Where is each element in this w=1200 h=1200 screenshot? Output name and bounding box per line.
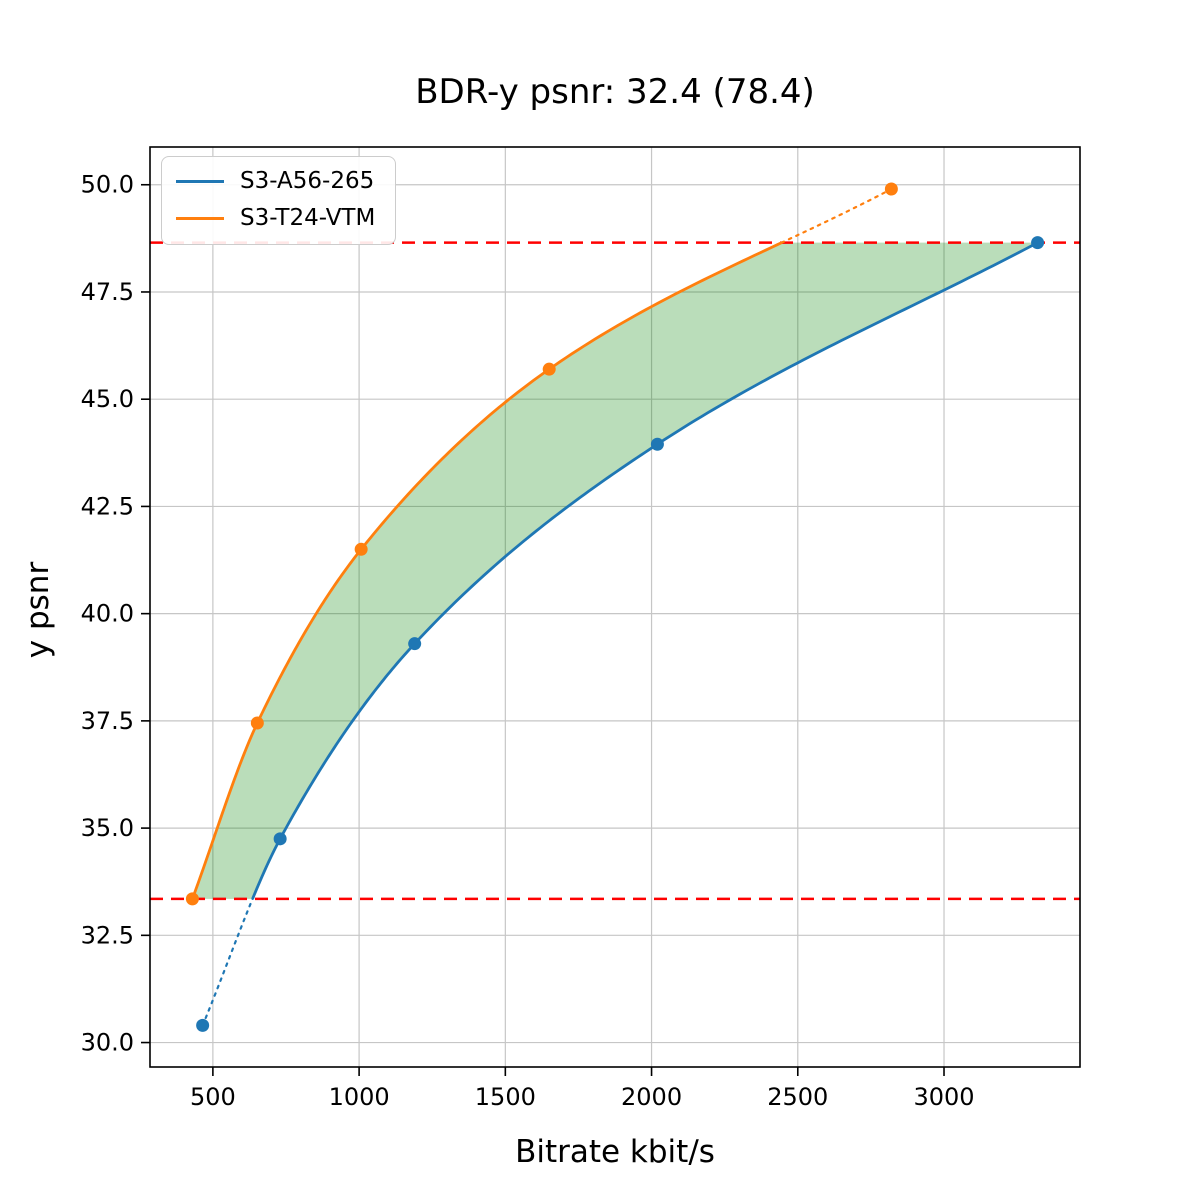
x-tick-label: 1500 <box>475 1083 536 1111</box>
legend-line-icon <box>176 180 224 184</box>
legend-label: S3-T24-VTM <box>240 205 376 232</box>
data-point-S3-T24-VTM <box>354 542 368 556</box>
data-point-S3-A56-265 <box>196 1018 210 1032</box>
y-tick-label: 40.0 <box>81 600 134 628</box>
curve-S3-A56-265 <box>251 241 1039 900</box>
y-tick-label: 35.0 <box>81 814 134 842</box>
x-axis-label: Bitrate kbit/s <box>515 1134 715 1170</box>
curve-dotted-S3-A56-265 <box>201 897 254 1027</box>
tick-marks <box>141 183 945 1076</box>
data-point-S3-T24-VTM <box>542 362 556 376</box>
legend-entry-s3-a56-265: S3-A56-265 <box>176 168 375 194</box>
legend-entry-s3-t24-vtm: S3-T24-VTM <box>176 205 376 232</box>
curve-S3-T24-VTM <box>191 241 783 900</box>
data-point-S3-A56-265 <box>1031 236 1045 250</box>
curve-dotted-S3-T24-VTM <box>780 187 893 244</box>
y-axis-label: y psnr <box>20 561 56 659</box>
y-tick-label: 50.0 <box>81 171 134 199</box>
axes-border <box>149 146 1081 1068</box>
tick-labels: 500 1000 1500 2000 2500 3000 30.0 32.5 35.0 37.5 4… <box>81 171 975 1111</box>
data-point-S3-T24-VTM <box>250 716 264 730</box>
legend-label: S3-A56-265 <box>240 168 375 194</box>
data-point-S3-T24-VTM <box>185 892 199 906</box>
legend: S3-A56-265 S3-T24-VTM <box>161 156 397 245</box>
data-point-S3-T24-VTM <box>884 182 898 196</box>
x-tick-label: 1000 <box>329 1083 390 1111</box>
y-tick-label: 42.5 <box>81 492 134 520</box>
chart-title: BDR-y psnr: 32.4 (78.4) <box>415 72 815 112</box>
data-point-S3-A56-265 <box>408 637 422 651</box>
data-point-S3-A56-265 <box>650 437 664 451</box>
x-tick-label: 2500 <box>767 1083 828 1111</box>
y-tick-label: 32.5 <box>81 921 134 949</box>
x-tick-label: 500 <box>190 1083 236 1111</box>
y-tick-label: 30.0 <box>81 1029 134 1057</box>
x-tick-label: 2000 <box>621 1083 682 1111</box>
legend-line-icon <box>176 217 224 221</box>
y-tick-label: 45.0 <box>81 385 134 413</box>
x-tick-label: 3000 <box>913 1083 974 1111</box>
y-tick-label: 37.5 <box>81 707 134 735</box>
y-tick-label: 47.5 <box>81 278 134 306</box>
data-point-S3-A56-265 <box>273 832 287 846</box>
gridlines <box>150 147 1080 1067</box>
